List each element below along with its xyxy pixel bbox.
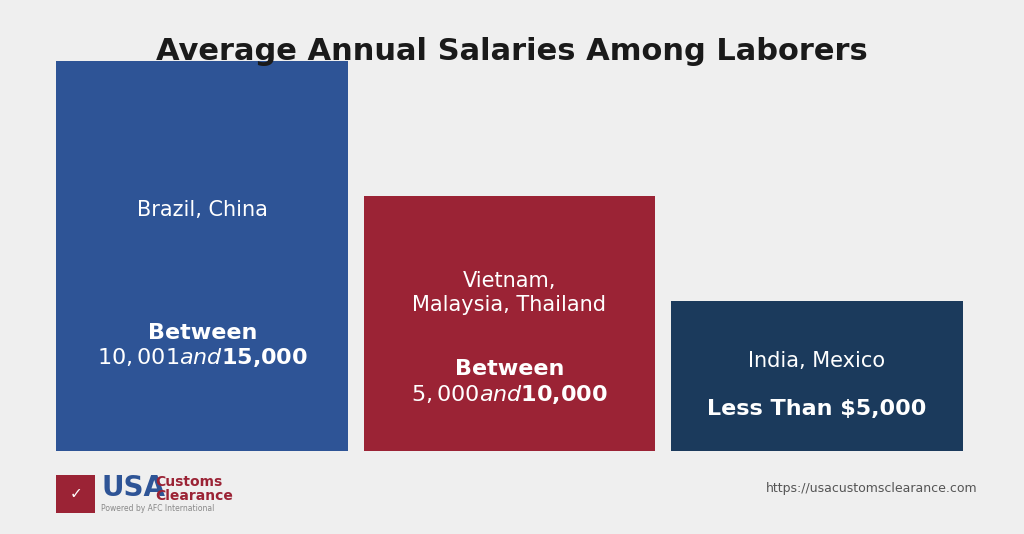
Text: Less Than ​$5,000: Less Than ​$5,000	[707, 399, 927, 419]
FancyBboxPatch shape	[364, 196, 655, 451]
FancyBboxPatch shape	[671, 301, 963, 451]
Text: Customs: Customs	[156, 475, 223, 489]
Text: Clearance: Clearance	[156, 489, 233, 502]
Text: Brazil, China: Brazil, China	[137, 200, 267, 219]
Text: Average Annual Salaries Among Laborers: Average Annual Salaries Among Laborers	[156, 37, 868, 66]
Text: ✓: ✓	[70, 486, 82, 501]
Text: Between
​$10,001 and $15,000: Between ​$10,001 and $15,000	[97, 323, 307, 370]
Text: India, Mexico: India, Mexico	[749, 351, 885, 371]
Text: Powered by AFC International: Powered by AFC International	[101, 504, 215, 513]
FancyBboxPatch shape	[56, 475, 95, 513]
FancyBboxPatch shape	[56, 61, 348, 451]
Text: https://usacustomsclearance.com: https://usacustomsclearance.com	[766, 482, 978, 495]
Text: Vietnam,
Malaysia, Thailand: Vietnam, Malaysia, Thailand	[413, 271, 606, 315]
Text: USA: USA	[101, 474, 166, 501]
Text: Between
​$5,000 and $10,000: Between ​$5,000 and $10,000	[411, 359, 608, 406]
